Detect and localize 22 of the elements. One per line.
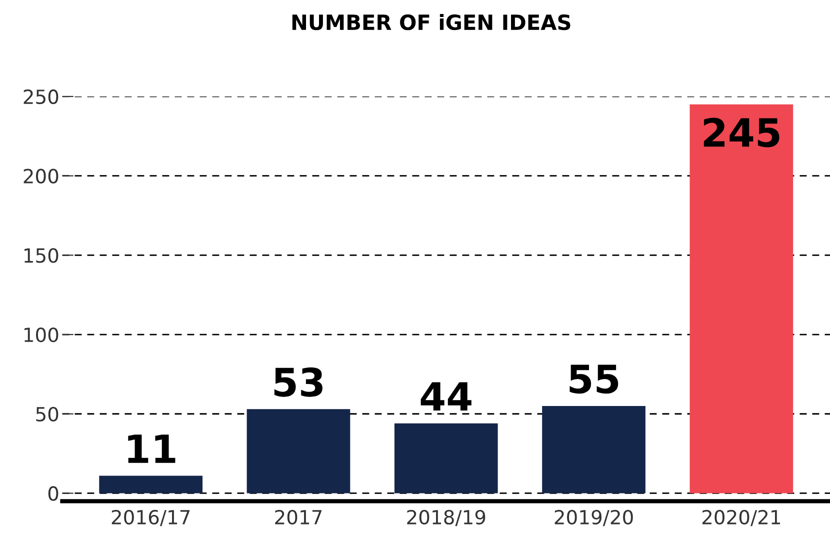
bar xyxy=(690,104,794,494)
bar xyxy=(394,423,498,494)
y-tick-label: 50 xyxy=(36,406,58,422)
bar xyxy=(542,406,646,494)
data-label: 245 xyxy=(704,118,780,148)
bar xyxy=(99,476,203,494)
data-label: 11 xyxy=(128,434,176,463)
y-tick-label: 150 xyxy=(24,248,58,263)
x-tick-label: 2018/19 xyxy=(407,510,486,526)
data-label: 55 xyxy=(570,364,618,394)
y-tick-label: 0 xyxy=(48,486,58,501)
x-tick-label: 2017 xyxy=(275,510,322,525)
y-tick-label: 250 xyxy=(24,89,58,104)
x-tick-label: 2020/21 xyxy=(702,510,780,526)
y-tick-label: 200 xyxy=(24,168,58,184)
x-tick-label: 2016/17 xyxy=(112,510,190,526)
chart-title: NUMBER OF iGEN IDEAS xyxy=(292,14,570,30)
data-label: 44 xyxy=(420,382,472,411)
data-label: 53 xyxy=(274,367,322,397)
x-tick-label: 2019/20 xyxy=(554,510,633,526)
y-tick-label: 100 xyxy=(24,327,58,342)
bar xyxy=(246,409,350,494)
